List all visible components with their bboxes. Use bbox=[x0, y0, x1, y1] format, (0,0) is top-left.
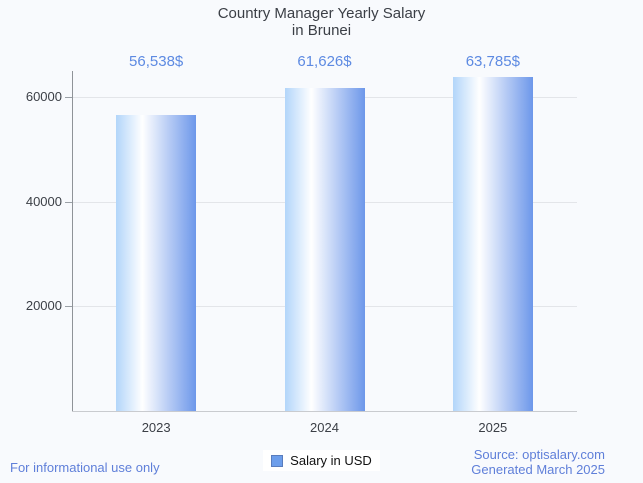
chart-title-line2: in Brunei bbox=[291, 22, 352, 39]
y-tick-mark-20000 bbox=[65, 306, 72, 308]
x-axis-baseline bbox=[72, 411, 577, 412]
y-tick-label-40000: 40000 bbox=[25, 193, 62, 209]
x-tick-label-2023: 2023 bbox=[141, 420, 171, 435]
value-label-2024: 61,626$ bbox=[297, 53, 352, 70]
y-tick-label-20000: 20000 bbox=[25, 298, 62, 314]
value-label-2025: 63,785$ bbox=[465, 53, 520, 70]
y-tick-label-60000: 60000 bbox=[25, 88, 62, 104]
value-label-2023: 56,538$ bbox=[129, 53, 184, 70]
legend-label: Salary in USD bbox=[290, 453, 372, 468]
x-tick-label-2024: 2024 bbox=[310, 420, 339, 435]
chart-title: Country Manager Yearly Salary in Brunei bbox=[0, 5, 643, 39]
bar-2024[interactable] bbox=[284, 88, 365, 411]
bar-2025[interactable] bbox=[452, 77, 533, 411]
y-tick-mark-40000 bbox=[65, 201, 72, 203]
bar-2023[interactable] bbox=[116, 115, 197, 411]
y-tick-mark-60000 bbox=[65, 96, 72, 98]
legend-swatch-icon bbox=[271, 454, 284, 467]
x-tick-label-2025: 2025 bbox=[478, 420, 508, 435]
generated-line: Generated March 2025 bbox=[471, 462, 605, 477]
source-line: Source: optisalary.com bbox=[473, 447, 605, 462]
y-axis-line bbox=[72, 71, 73, 411]
legend-item-salary: Salary in USD bbox=[263, 450, 380, 471]
legend: Salary in USD bbox=[0, 450, 643, 471]
source-attribution: Source: optisalary.com Generated March 2… bbox=[471, 447, 605, 477]
disclaimer-text: For informational use only bbox=[10, 460, 160, 475]
chart-title-line1: Country Manager Yearly Salary bbox=[217, 5, 426, 22]
